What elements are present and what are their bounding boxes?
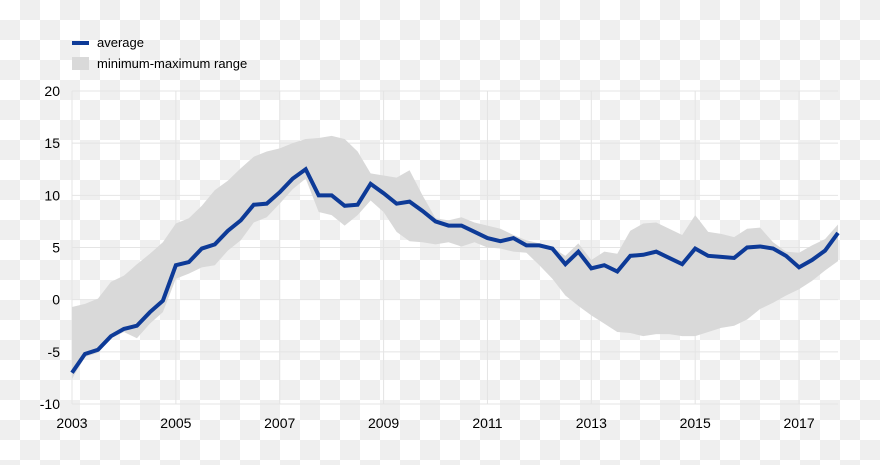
y-tick-label: 15 [44, 135, 60, 151]
x-tick-label: 2015 [680, 415, 711, 431]
legend-label-average: average [97, 35, 144, 50]
x-axis-ticks: 2003 2005 2007 2009 2011 2013 2015 2017 [56, 415, 814, 431]
x-tick-label: 2007 [264, 415, 295, 431]
y-tick-label: 0 [52, 292, 60, 308]
x-tick-label: 2005 [160, 415, 191, 431]
average-line [70, 166, 840, 374]
y-tick-label: 10 [44, 187, 60, 203]
x-tick-label: 2017 [783, 415, 814, 431]
legend-swatch-range [72, 57, 89, 70]
x-tick-label: 2009 [368, 415, 399, 431]
y-tick-label: 20 [44, 83, 60, 99]
average-line-path [70, 166, 840, 374]
y-tick-label: -5 [48, 344, 61, 360]
y-tick-label: -10 [40, 396, 60, 412]
x-tick-label: 2011 [472, 415, 502, 431]
legend-label-range: minimum-maximum range [97, 56, 248, 71]
y-tick-label: 5 [52, 240, 60, 256]
y-axis-ticks: -10 -5 0 5 10 15 20 [40, 83, 60, 412]
legend-swatch-average [72, 40, 89, 45]
range-band-area [72, 135, 838, 379]
x-tick-label: 2013 [576, 415, 607, 431]
legend-item-average: average [72, 35, 144, 50]
range-band [72, 135, 838, 379]
x-tick-label: 2003 [56, 415, 87, 431]
legend-item-range: minimum-maximum range [72, 56, 247, 71]
